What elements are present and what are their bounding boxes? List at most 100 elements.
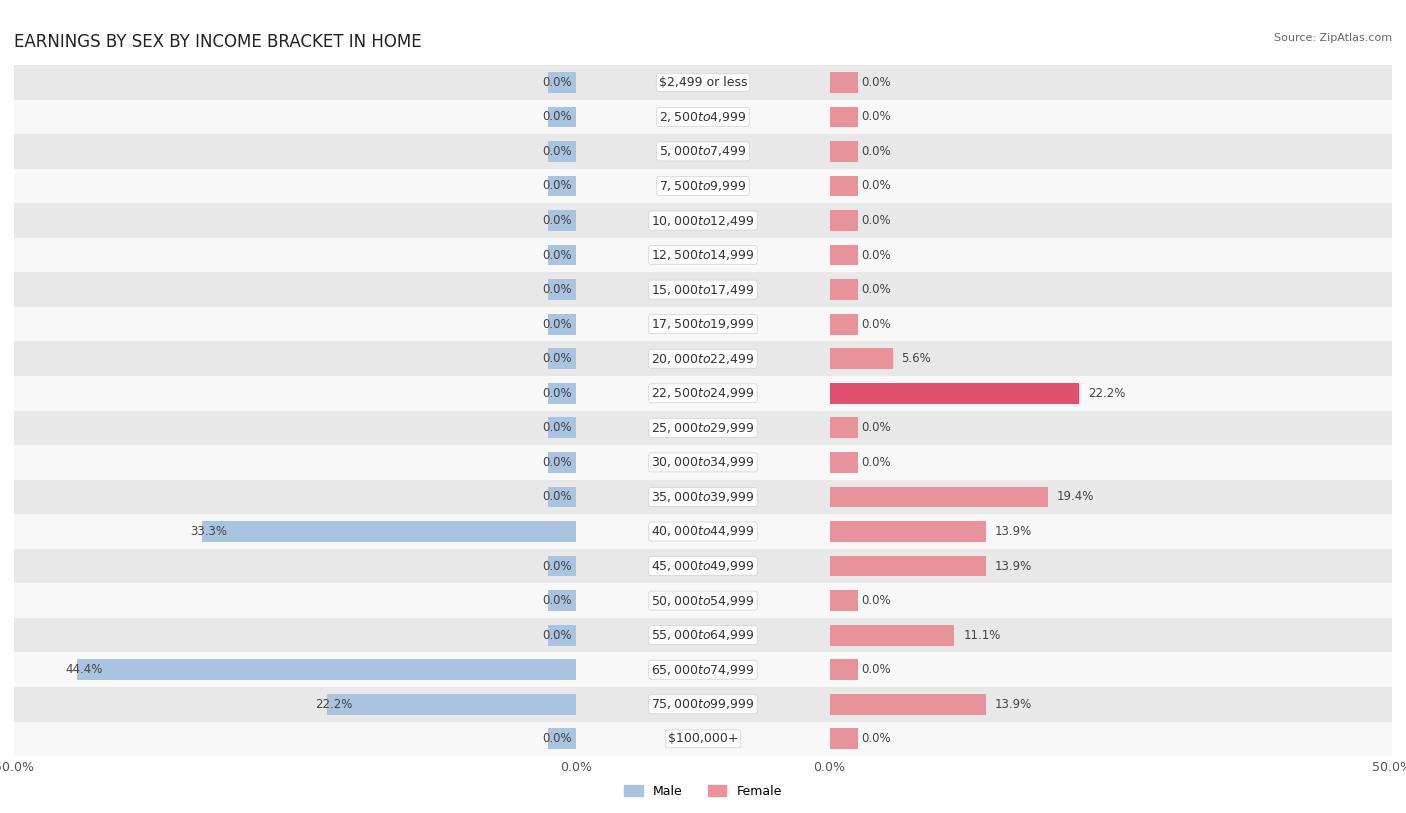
Bar [0,341,1406,376]
Bar [0,515,1406,549]
Text: 0.0%: 0.0% [543,387,572,400]
Bar [0,515,1406,549]
Text: 0.0%: 0.0% [860,249,890,262]
Bar [0,584,1406,618]
Text: 22.2%: 22.2% [1088,387,1126,400]
Bar [0,687,1406,722]
Text: $2,499 or less: $2,499 or less [659,76,747,89]
Bar [830,280,858,300]
Bar [830,624,955,646]
Bar [0,134,1406,169]
Text: 0.0%: 0.0% [543,180,572,193]
Text: $22,500 to $24,999: $22,500 to $24,999 [651,386,755,400]
Bar [548,314,576,335]
Bar [0,203,1406,237]
Bar [0,237,1406,272]
Bar [548,556,576,576]
Bar [548,383,576,404]
Text: 0.0%: 0.0% [543,490,572,503]
Text: 0.0%: 0.0% [860,733,890,746]
Text: 11.1%: 11.1% [963,628,1001,641]
Bar [0,722,1406,756]
Text: 0.0%: 0.0% [860,594,890,607]
Text: 0.0%: 0.0% [543,628,572,641]
Bar [0,65,1406,99]
Bar [0,341,1406,376]
Bar [0,99,1406,134]
Bar [0,307,1406,341]
Text: 0.0%: 0.0% [860,663,890,676]
Bar [830,211,858,231]
Bar [548,349,576,369]
Text: 0.0%: 0.0% [543,283,572,296]
Bar [0,203,1406,237]
Bar [0,687,1406,722]
Bar [830,590,858,611]
Text: 0.0%: 0.0% [860,76,890,89]
Bar [548,245,576,265]
Bar [0,134,1406,169]
Bar [548,418,576,438]
Bar [0,722,1406,756]
Text: $2,500 to $4,999: $2,500 to $4,999 [659,110,747,124]
Text: 0.0%: 0.0% [543,421,572,434]
Text: 0.0%: 0.0% [860,456,890,469]
Text: 0.0%: 0.0% [543,559,572,572]
Bar [0,169,1406,203]
Bar [548,176,576,197]
Text: $5,000 to $7,499: $5,000 to $7,499 [659,145,747,159]
Bar [0,584,1406,618]
Bar [0,237,1406,272]
Text: 0.0%: 0.0% [543,76,572,89]
Text: 0.0%: 0.0% [543,145,572,158]
Bar [0,341,1406,376]
Bar [0,652,1406,687]
Text: 13.9%: 13.9% [995,559,1032,572]
Bar [0,446,1406,480]
Bar [548,72,576,93]
Bar [0,169,1406,203]
Bar [830,418,858,438]
Bar [0,376,1406,411]
Text: $20,000 to $22,499: $20,000 to $22,499 [651,352,755,366]
Text: 0.0%: 0.0% [543,733,572,746]
Text: $10,000 to $12,499: $10,000 to $12,499 [651,214,755,228]
Bar [0,99,1406,134]
Bar [0,169,1406,203]
Bar [0,307,1406,341]
Bar [0,376,1406,411]
Text: 0.0%: 0.0% [860,214,890,227]
Text: $12,500 to $14,999: $12,500 to $14,999 [651,248,755,262]
Bar [548,486,576,507]
Bar [0,618,1406,652]
Bar [548,141,576,162]
Bar [0,272,1406,307]
Bar [0,549,1406,584]
Bar [0,376,1406,411]
Text: 0.0%: 0.0% [543,318,572,331]
Bar [830,694,986,715]
Text: 0.0%: 0.0% [543,111,572,124]
Bar [0,65,1406,99]
Text: 33.3%: 33.3% [191,525,228,538]
Text: 0.0%: 0.0% [543,594,572,607]
Bar [0,203,1406,237]
Bar [830,452,858,473]
Bar [830,521,986,541]
Bar [830,556,986,576]
Bar [0,652,1406,687]
Bar [0,99,1406,134]
Bar [548,590,576,611]
Text: 0.0%: 0.0% [860,145,890,158]
Text: Source: ZipAtlas.com: Source: ZipAtlas.com [1274,33,1392,42]
Bar [830,728,858,750]
Bar [0,446,1406,480]
Bar [0,134,1406,169]
Bar [0,480,1406,515]
Text: 13.9%: 13.9% [995,525,1032,538]
Text: 0.0%: 0.0% [860,421,890,434]
Bar [830,383,1080,404]
Bar [0,411,1406,446]
Bar [0,584,1406,618]
Text: $50,000 to $54,999: $50,000 to $54,999 [651,593,755,607]
